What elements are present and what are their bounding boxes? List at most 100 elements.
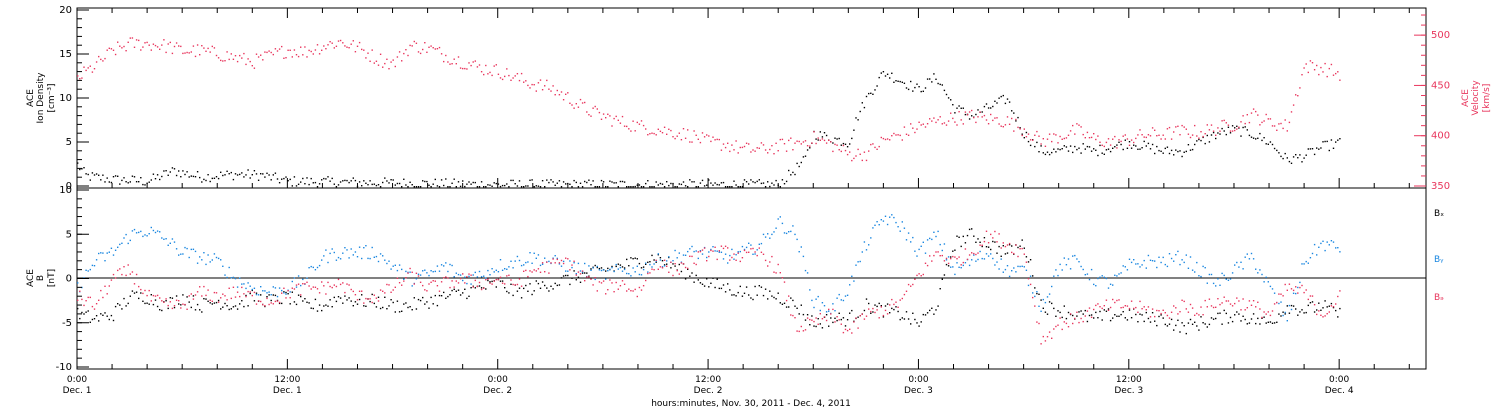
bottom-blue-series-point: [451, 264, 453, 267]
top-red-series-point: [413, 40, 415, 43]
top-red-series-point: [1051, 140, 1053, 143]
bottom-blue-series-point: [769, 237, 771, 239]
bottom-blue-series-point: [1048, 293, 1051, 295]
bottom-red-series-point: [1301, 284, 1303, 287]
top-red-series-point: [266, 51, 268, 54]
bottom-blue-series-point: [655, 260, 657, 262]
bottom-blue-series-point: [851, 275, 853, 277]
bottom-red-series-point: [762, 253, 765, 255]
top-red-series-point: [872, 143, 874, 145]
bottom-red-series-point: [718, 250, 720, 252]
bottom-blue-series-point: [350, 248, 352, 250]
bottom-blue-series-point: [297, 275, 300, 277]
bottom-black-series-point: [407, 306, 409, 309]
bottom-red-series-point: [844, 328, 847, 331]
bottom-red-series-point: [1147, 306, 1150, 308]
bottom-red-series-point: [472, 286, 474, 288]
bottom-blue-series-point: [1248, 258, 1251, 260]
top-red-series-point: [922, 123, 924, 125]
top-red-series-point: [920, 124, 922, 126]
bottom-blue-series-point: [98, 252, 100, 255]
bottom-black-series-point: [714, 286, 716, 289]
bottom-black-series-point: [1141, 314, 1143, 316]
bottom-blue-series-point: [960, 267, 962, 269]
bottom-black-series-point: [1337, 316, 1339, 318]
bottom-red-series-point: [520, 285, 523, 287]
top-black-series-point: [663, 186, 666, 188]
bottom-blue-series-point: [192, 248, 195, 250]
top-black-series-point: [592, 180, 594, 182]
top-red-series-point: [1019, 128, 1021, 130]
bottom-red-series-point: [407, 272, 409, 274]
bottom-red-series-point: [127, 264, 129, 266]
top-black-series-point: [613, 182, 615, 184]
top-red-series-point: [729, 150, 731, 153]
bottom-red-series-point: [272, 303, 274, 305]
top-red-series-point: [392, 59, 394, 61]
bottom-black-series-point: [1320, 309, 1322, 311]
bottom-black-series-point: [846, 319, 849, 321]
bottom-red-series-point: [1217, 298, 1219, 300]
bottom-red-series-point: [1320, 314, 1322, 316]
bottom-blue-series-point: [285, 293, 287, 295]
bottom-blue-series-point: [933, 231, 935, 233]
bottom-black-series-point: [1210, 317, 1213, 319]
bottom-red-series-point: [363, 302, 365, 304]
x-tick-date-label: Dec. 3: [1114, 386, 1143, 396]
bottom-blue-series-point: [1198, 275, 1200, 277]
top-black-series-point: [590, 184, 592, 186]
bottom-red-series-point: [676, 269, 678, 272]
bottom-black-series-point: [175, 295, 178, 297]
bottom-blue-series-point: [523, 264, 525, 266]
bottom-red-series-point: [666, 265, 668, 267]
top-red-series-point: [348, 47, 350, 49]
bottom-black-series-point: [840, 318, 842, 321]
bottom-red-series-point: [337, 278, 340, 281]
top-red-series-point: [1204, 133, 1206, 135]
top-black-series-point: [621, 180, 624, 183]
bottom-black-series-point: [1271, 322, 1274, 324]
bottom-red-series-point: [1029, 283, 1032, 286]
top-black-series-point: [363, 180, 365, 182]
top-red-series-point: [870, 143, 872, 146]
bottom-black-series-point: [983, 237, 986, 239]
top-black-series-point: [687, 186, 689, 188]
bottom-red-series-point: [1303, 291, 1305, 294]
top-red-series-point: [316, 44, 319, 46]
bottom-red-series-point: [609, 279, 611, 281]
bottom-black-series-point: [901, 317, 903, 319]
top-right-ylabel-line2: Velocity: [1471, 80, 1481, 116]
top-red-series-point: [1238, 126, 1240, 128]
bottom-red-series-point: [1057, 324, 1059, 326]
bottom-red-series-point: [1227, 300, 1230, 302]
bottom-blue-series-point: [889, 216, 891, 218]
bottom-black-series-point: [838, 312, 840, 314]
bottom-blue-series-point: [409, 271, 411, 273]
bottom-blue-series-point: [1023, 266, 1025, 268]
bottom-blue-series-point: [1282, 314, 1284, 317]
top-red-series-point: [85, 69, 87, 72]
top-red-series-point: [1292, 104, 1295, 106]
bottom-blue-series-point: [581, 271, 584, 273]
bottom-blue-series-point: [1221, 272, 1223, 275]
bottom-red-series-point: [323, 285, 325, 287]
bottom-blue-series-point: [1292, 292, 1295, 294]
bottom-black-series-point: [1122, 311, 1124, 313]
bottom-black-series-point: [1109, 319, 1112, 322]
bottom-black-series-point: [1259, 323, 1261, 325]
top-black-series-point: [194, 176, 197, 178]
bottom-red-series-point: [356, 299, 359, 301]
top-red-series-point: [232, 58, 235, 60]
top-red-series-point: [1196, 135, 1198, 137]
bottom-blue-series-point: [295, 286, 298, 288]
top-red-series-point: [695, 134, 697, 136]
bottom-red-series-point: [689, 255, 691, 257]
bottom-black-series-point: [813, 325, 815, 327]
top-red-series-point: [996, 117, 998, 119]
bottom-blue-series-point: [1265, 276, 1267, 278]
top-red-series-point: [680, 139, 683, 141]
bottom-black-series-point: [133, 292, 136, 294]
bottom-black-series-point: [743, 292, 746, 294]
top-black-series-point: [802, 156, 805, 158]
bottom-red-series-point: [567, 258, 569, 260]
